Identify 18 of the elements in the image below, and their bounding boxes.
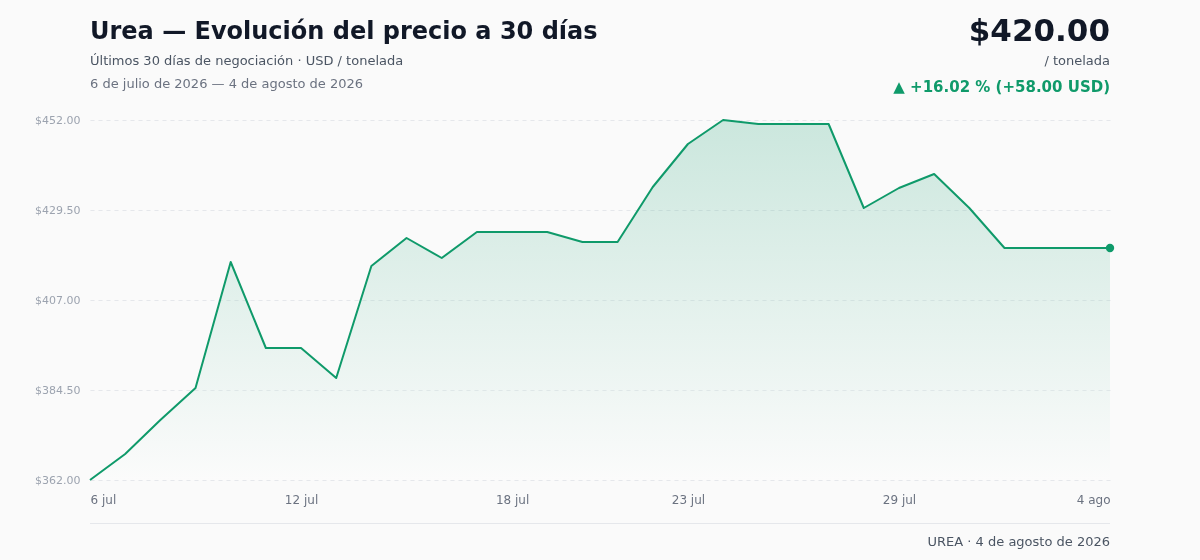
text: 6 de julio de 2026 — 4 de agosto de 2026 xyxy=(90,76,364,91)
text: UREA · 4 de agosto de 2026 xyxy=(927,534,1110,549)
y-tick-label: $407.00 xyxy=(35,293,81,307)
y-tick-label: $429.50 xyxy=(35,203,81,217)
chart-subtitle: Últimos 30 días de negociación · USD / tonelada xyxy=(90,53,404,68)
text: ▲ +16.02 % (+58.00 USD) xyxy=(893,78,1110,96)
x-tick-label: 18 jul xyxy=(495,492,530,507)
y-tick-label: $452.00 xyxy=(35,113,81,127)
chart-title: Urea — Evolución del precio a 30 días xyxy=(90,17,598,45)
x-tick-label: 29 jul xyxy=(882,492,917,507)
x-tick-label: 23 jul xyxy=(671,492,706,507)
x-tick-label: 12 jul xyxy=(284,492,319,507)
text: $420.00 xyxy=(968,12,1110,48)
x-tick-label: 6 jul xyxy=(90,492,117,507)
text: / tonelada xyxy=(1044,53,1110,68)
y-tick-label: $362.00 xyxy=(35,473,81,487)
y-tick-label: $384.50 xyxy=(35,383,81,397)
x-tick-label: 4 ago xyxy=(1076,492,1111,507)
